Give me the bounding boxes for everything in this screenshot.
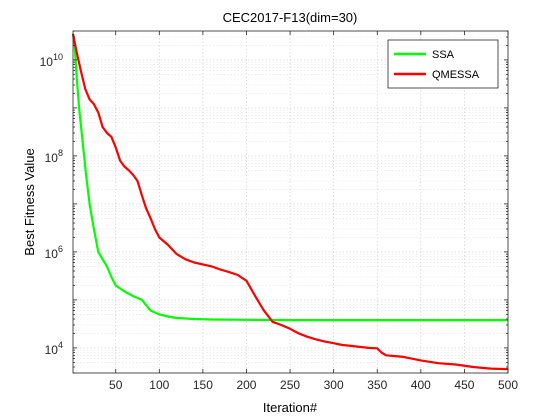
- x-axis-label: Iteration#: [263, 400, 318, 415]
- series-line-qmessa: [71, 33, 509, 371]
- x-tick-label: 350: [367, 378, 387, 392]
- y-tick-label: 106: [45, 244, 63, 261]
- legend: SSA QMESSA: [387, 39, 499, 89]
- series-layer: [71, 33, 509, 371]
- x-axis-ticks: 50 100 150 200 250 300 350 400 450 500: [109, 31, 518, 392]
- x-tick-label: 50: [109, 378, 123, 392]
- series-line-ssa: [71, 33, 508, 322]
- x-tick-label: 400: [411, 378, 431, 392]
- legend-label: SSA: [432, 49, 455, 61]
- x-tick-label: 200: [236, 378, 256, 392]
- y-tick-label: 108: [45, 148, 63, 165]
- x-tick-label: 450: [454, 378, 474, 392]
- x-tick-label: 500: [498, 378, 518, 392]
- y-axis-label: Best Fitness Value: [22, 148, 37, 255]
- minor-grid: [73, 30, 508, 374]
- chart-title: CEC2017-F13(dim=30): [223, 10, 358, 25]
- x-tick-label: 300: [324, 378, 344, 392]
- y-tick-label: 104: [45, 340, 63, 357]
- x-tick-label: 100: [149, 378, 169, 392]
- legend-box: [387, 39, 499, 89]
- x-tick-label: 150: [193, 378, 213, 392]
- legend-label: QMESSA: [432, 69, 480, 81]
- y-tick-label: 1010: [40, 52, 63, 69]
- x-tick-label: 250: [280, 378, 300, 392]
- plot-frame: [72, 30, 509, 374]
- y-axis-ticks: 104 106 108 1010: [40, 30, 508, 374]
